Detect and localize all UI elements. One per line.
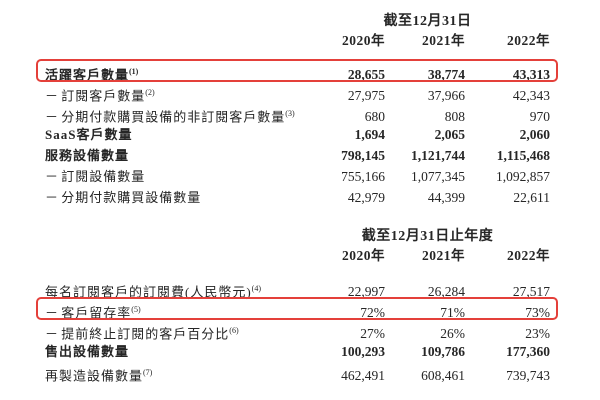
value-cell: 970: [529, 109, 550, 125]
footnote-marker: (2): [145, 88, 155, 97]
value-cell: 177,360: [506, 344, 550, 359]
dash-prefix: －: [45, 109, 62, 125]
value-cell: 73%: [525, 305, 550, 321]
row-label: 活躍客戶數量(1): [45, 67, 139, 83]
table-row: － 分期付款購買設備的非訂閱客戶數量(3) 680 808 970: [45, 103, 550, 124]
value-cell: 808: [444, 109, 465, 125]
header-label-spacer: [45, 12, 305, 50]
value-cell: 71%: [440, 305, 465, 321]
footnote-marker: (3): [285, 109, 295, 118]
table-row: － 提前終止訂閱的客戶百分比(6) 27% 26% 23%: [45, 320, 550, 341]
year-header: 2022年: [507, 33, 550, 48]
row-label: － 分期付款購買設備數量: [45, 190, 202, 205]
value-cell: 798,145: [341, 148, 385, 163]
value-cell: 27,517: [512, 284, 550, 300]
footnote-marker: (7): [143, 368, 153, 377]
footnote-marker: (1): [129, 67, 139, 76]
row-label: － 提前終止訂閱的客戶百分比(6): [45, 326, 239, 342]
footnote-marker: (4): [251, 284, 261, 293]
dash-prefix: －: [45, 169, 62, 184]
value-cell: 28,655: [347, 67, 385, 83]
table-customers-devices: 截至12月31日 2020年 2021年 2022年 活躍客戶數量(1) 28,655…: [36, 12, 558, 208]
table-row: 服務設備數量 798,145 1,121,744 1,115,468: [45, 145, 550, 166]
value-cell: 23%: [525, 326, 550, 342]
year-header: 2020年: [342, 33, 385, 48]
value-cell: 680: [364, 109, 385, 125]
year-headers: 2020年 2021年 2022年: [305, 31, 550, 50]
value-cell: 1,077,345: [411, 169, 465, 184]
value-cell: 42,343: [512, 88, 550, 104]
year-header: 2021年: [422, 248, 465, 263]
row-label: － 分期付款購買設備的非訂閱客戶數量(3): [45, 109, 295, 125]
header-columns: 截至12月31日止年度 2020年 2021年 2022年: [305, 227, 550, 265]
value-cell: 755,166: [341, 169, 385, 184]
table-row: － 客戶留存率(5) 72% 71% 73%: [36, 297, 558, 321]
footnote-marker: (5): [131, 305, 141, 314]
period-header: 截至12月31日止年度: [361, 229, 494, 244]
value-cell: 37,966: [427, 88, 465, 104]
value-cell: 44,399: [427, 190, 465, 205]
dash-prefix: －: [45, 305, 62, 321]
table-row: － 分期付款購買設備數量 42,979 44,399 22,611: [45, 187, 550, 208]
table-header: 截至12月31日止年度 2020年 2021年 2022年: [45, 227, 550, 265]
value-cell: 109,786: [421, 344, 465, 359]
value-cell: 27%: [360, 326, 385, 342]
row-label: 服務設備數量: [45, 148, 130, 163]
table-row: SaaS客戶數量 1,694 2,065 2,060: [45, 124, 550, 145]
table-row: 每名訂閱客戶的訂閱費(人民幣元)(4) 22,997 26,284 27,517: [45, 278, 550, 299]
row-label: 再製造設備數量(7): [45, 368, 153, 384]
value-cell: 72%: [360, 305, 385, 321]
value-cell: 2,065: [434, 127, 465, 142]
table-row: 再製造設備數量(7) 462,491 608,461 739,743: [45, 362, 550, 383]
table-row: － 訂閱設備數量 755,166 1,077,345 1,092,857: [45, 166, 550, 187]
value-cell: 100,293: [341, 344, 385, 359]
dash-prefix: －: [45, 190, 62, 205]
table-body: 活躍客戶數量(1) 28,655 38,774 43,313 － 訂閱客戶數量(2) 27…: [36, 59, 558, 208]
header-label-spacer: [45, 227, 305, 265]
table-body: 每名訂閱客戶的訂閱費(人民幣元)(4) 22,997 26,284 27,517 － 客…: [36, 278, 558, 383]
value-cell: 1,121,744: [411, 148, 465, 163]
year-header: 2021年: [422, 33, 465, 48]
value-cell: 608,461: [421, 368, 465, 384]
value-cell: 22,611: [513, 190, 550, 205]
value-cell: 42,979: [347, 190, 385, 205]
value-cell: 27,975: [347, 88, 385, 104]
row-label: － 訂閱設備數量: [45, 169, 146, 184]
row-label: 每名訂閱客戶的訂閱費(人民幣元)(4): [45, 284, 261, 300]
table-row: 售出設備數量 100,293 109,786 177,360: [45, 341, 550, 362]
year-header: 2022年: [507, 248, 550, 263]
row-label: － 客戶留存率(5): [45, 305, 141, 321]
value-cell: 26,284: [427, 284, 465, 300]
value-cell: 38,774: [427, 67, 465, 83]
value-cell: 43,313: [512, 67, 550, 83]
table-header: 截至12月31日 2020年 2021年 2022年: [45, 12, 550, 50]
value-cell: 1,092,857: [496, 169, 550, 184]
value-cell: 462,491: [341, 368, 385, 384]
table-row: － 訂閱客戶數量(2) 27,975 37,966 42,343: [45, 82, 550, 103]
value-cell: 26%: [440, 326, 465, 342]
header-columns: 截至12月31日 2020年 2021年 2022年: [305, 12, 550, 50]
value-cell: 2,060: [519, 127, 550, 142]
period-header: 截至12月31日: [383, 14, 472, 29]
row-label: SaaS客戶數量: [45, 127, 133, 142]
table-subscription-metrics: 截至12月31日止年度 2020年 2021年 2022年 每名訂閱客戶的訂閱費(人…: [36, 227, 558, 383]
year-headers: 2020年 2021年 2022年: [305, 246, 550, 265]
row-label: － 訂閱客戶數量(2): [45, 88, 155, 104]
table-row: 活躍客戶數量(1) 28,655 38,774 43,313: [36, 59, 558, 83]
year-header: 2020年: [342, 248, 385, 263]
value-cell: 739,743: [506, 368, 550, 384]
value-cell: 1,115,468: [496, 148, 550, 163]
dash-prefix: －: [45, 326, 62, 342]
row-label: 售出設備數量: [45, 344, 130, 359]
value-cell: 1,694: [354, 127, 385, 142]
footnote-marker: (6): [229, 326, 239, 335]
value-cell: 22,997: [347, 284, 385, 300]
dash-prefix: －: [45, 88, 62, 104]
